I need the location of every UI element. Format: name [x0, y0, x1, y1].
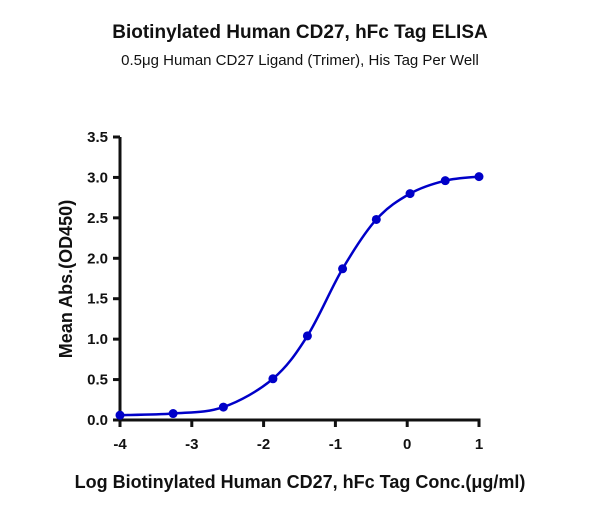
data-point [302, 331, 312, 341]
y-axis-label: Mean Abs.(OD450) [56, 200, 76, 358]
data-point [474, 172, 484, 182]
y-tick-label: 1.0 [87, 331, 108, 348]
data-point [440, 176, 450, 186]
y-tick-label: 1.5 [87, 291, 108, 308]
data-point [371, 214, 381, 224]
chart-title: Biotinylated Human CD27, hFc Tag ELISA [112, 22, 488, 43]
x-tick-label: -2 [257, 436, 270, 453]
y-tick-label: 2.0 [87, 250, 108, 267]
data-point [115, 410, 125, 420]
data-point [405, 189, 415, 199]
x-tick-label: 1 [475, 436, 483, 453]
data-point [168, 409, 178, 419]
data-point [218, 402, 228, 412]
chart-subtitle: 0.5μg Human CD27 Ligand (Trimer), His Ta… [121, 52, 479, 69]
data-point [268, 374, 278, 384]
y-tick-label: 0.0 [87, 412, 108, 429]
y-tick-label: 0.5 [87, 372, 108, 389]
y-tick-label: 3.5 [87, 129, 108, 146]
x-tick-label: -1 [329, 436, 342, 453]
x-tick-label: 0 [403, 436, 411, 453]
fit-curve [119, 175, 480, 417]
y-tick-label: 3.0 [87, 169, 108, 186]
x-axis-label: Log Biotinylated Human CD27, hFc Tag Con… [75, 472, 526, 492]
x-tick-label: -4 [113, 436, 127, 453]
data-point [338, 264, 348, 274]
y-tick-label: 2.5 [87, 210, 108, 227]
x-tick-label: -3 [185, 436, 198, 453]
